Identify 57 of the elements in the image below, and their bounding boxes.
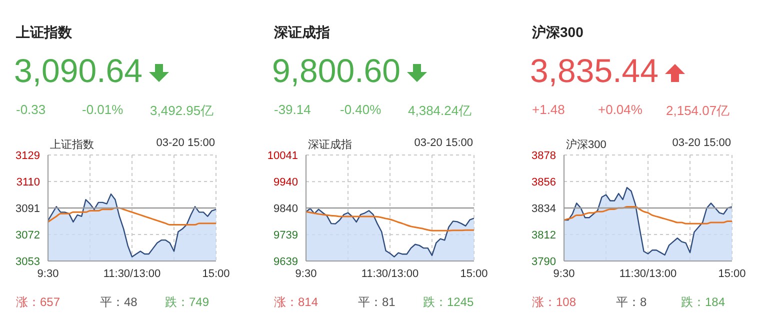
text: 9,800.60 [272, 52, 400, 90]
y-tick-label: 3072 [16, 230, 40, 242]
text: 涨：657 [16, 294, 60, 311]
y-tick-label: 9639 [274, 256, 298, 268]
line-series [48, 207, 216, 226]
text: 跌：184 [681, 294, 726, 311]
text: 03-20 15:00 [156, 137, 215, 149]
x-tick-label: 15:00 [718, 268, 746, 280]
text: 平：48 [100, 294, 138, 311]
y-tick-label: 3790 [532, 256, 556, 268]
text: -0.40% [340, 102, 382, 117]
text: 涨：108 [532, 294, 576, 311]
text: -0.33 [16, 102, 46, 117]
text: 2,154.07亿 [666, 102, 730, 120]
text: 上证指数 [50, 138, 94, 152]
y-tick-label: 3053 [16, 256, 40, 268]
y-tick-label: 9739 [274, 230, 298, 242]
x-tick-label: 15:00 [202, 268, 230, 280]
text: 3,492.95亿 [150, 102, 214, 120]
text: -0.01% [82, 102, 124, 117]
text: 涨：814 [274, 294, 318, 311]
y-tick-label: 9840 [274, 203, 298, 215]
y-tick-label: 3878 [532, 150, 556, 162]
x-tick-label: 9:30 [553, 268, 575, 280]
y-tick-label: 9940 [274, 176, 298, 189]
y-tick-label: 3091 [16, 203, 40, 215]
x-tick-label: 9:30 [37, 268, 59, 280]
chart-title: 深证成指 [274, 24, 330, 42]
text: 平：81 [358, 294, 396, 311]
y-tick-label: 3812 [532, 230, 556, 242]
text: 03-20 15:00 [414, 137, 473, 149]
y-tick-label: 3834 [532, 203, 556, 215]
text: 深证成指 [308, 138, 352, 152]
text: 3,090.64 [14, 52, 142, 90]
text: 平：8 [616, 294, 647, 311]
y-tick-label: 10041 [267, 150, 298, 162]
x-tick-label: 11:30/13:00 [619, 268, 677, 280]
x-tick-label: 11:30/13:00 [361, 268, 419, 280]
text: 3,835.44 [530, 52, 658, 90]
line-series [306, 210, 474, 232]
text: 03-20 15:00 [672, 137, 731, 149]
y-tick-label: 3856 [532, 176, 556, 188]
line-series [564, 206, 732, 224]
text: +1.48 [532, 102, 565, 117]
x-tick-label: 9:30 [295, 268, 317, 280]
y-tick-label: 3110 [16, 176, 40, 188]
text: 跌：749 [165, 294, 210, 311]
x-tick-label: 15:00 [460, 268, 488, 280]
text: -39.14 [274, 102, 311, 117]
x-tick-label: 11:30/13:00 [103, 268, 161, 280]
text: 沪深300 [566, 138, 606, 152]
text: +0.04% [598, 102, 642, 117]
chart-title: 沪深300 [532, 24, 584, 42]
text: 跌：1245 [423, 294, 474, 311]
chart-title: 上证指数 [16, 24, 72, 42]
y-tick-label: 3129 [16, 150, 40, 162]
text: 4,384.24亿 [408, 102, 472, 120]
